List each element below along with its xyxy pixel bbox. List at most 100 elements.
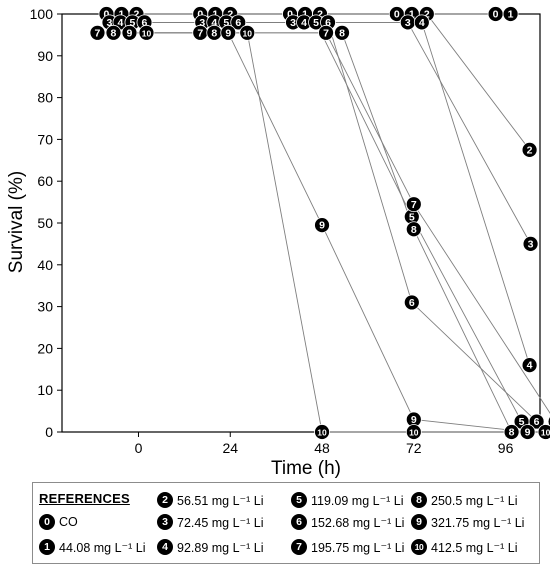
series-line-3 xyxy=(109,21,531,245)
data-point-series-8: 8 xyxy=(334,24,350,41)
data-point-series-10: 10 xyxy=(138,24,155,41)
data-point-series-3: 3 xyxy=(522,235,539,252)
data-point-label: 2 xyxy=(424,9,430,21)
data-point-marker xyxy=(403,294,420,311)
data-point-marker xyxy=(105,24,122,41)
x-tick-label: 96 xyxy=(498,440,514,456)
legend-item-2: 2 56.51 mg L⁻¹ Li xyxy=(157,491,264,509)
data-point-label: 5 xyxy=(313,17,319,29)
data-point-label: 9 xyxy=(525,427,531,439)
data-point-series-9: 9 xyxy=(405,411,422,428)
data-point-marker xyxy=(220,24,237,41)
legend-marker: 7 xyxy=(291,539,307,555)
legend-marker: 4 xyxy=(157,539,173,555)
data-point-label: 3 xyxy=(405,17,411,29)
legend-label: 44.08 mg L⁻¹ Li xyxy=(59,540,146,555)
data-point-series-9: 9 xyxy=(220,24,237,41)
data-point-label: 2 xyxy=(134,9,140,21)
data-point-series-8: 8 xyxy=(206,24,223,41)
data-point-label: 4 xyxy=(118,17,124,29)
data-point-marker xyxy=(537,424,550,440)
data-point-label: 10 xyxy=(243,28,253,38)
data-point-label: 1 xyxy=(508,9,514,21)
data-point-label: 6 xyxy=(235,17,241,29)
data-point-label: 4 xyxy=(211,17,217,29)
series-line-10 xyxy=(146,32,546,433)
data-point-marker xyxy=(502,6,519,22)
data-point-marker xyxy=(405,196,422,213)
data-point-series-3: 3 xyxy=(399,14,416,31)
data-point-label: 8 xyxy=(509,427,515,439)
data-point-series-8: 8 xyxy=(503,424,520,440)
data-point-label: 10 xyxy=(409,428,419,438)
data-point-series-9: 9 xyxy=(519,424,536,440)
data-point-label: 8 xyxy=(211,27,217,39)
data-point-label: 3 xyxy=(199,17,205,29)
data-point-label: 10 xyxy=(317,428,327,438)
legend-label: 56.51 mg L⁻¹ Li xyxy=(177,493,264,508)
data-point-label: 6 xyxy=(142,17,148,29)
data-point-label: 10 xyxy=(541,428,550,438)
y-tick-label: 0 xyxy=(45,424,53,440)
data-point-marker xyxy=(89,24,106,41)
data-point-series-10: 10 xyxy=(314,424,330,440)
legend-label: 195.75 mg L⁻¹ Li xyxy=(311,540,405,555)
data-point-label: 5 xyxy=(223,17,229,29)
data-point-marker xyxy=(413,14,430,31)
data-point-series-6: 6 xyxy=(403,294,420,311)
y-tick-label: 60 xyxy=(37,173,53,189)
legend-item-7: 7 195.75 mg L⁻¹ Li xyxy=(291,538,404,556)
data-point-label: 6 xyxy=(409,297,415,309)
data-point-label: 2 xyxy=(317,9,323,21)
data-point-label: 6 xyxy=(325,17,331,29)
data-point-label: 7 xyxy=(323,27,329,39)
data-point-marker xyxy=(239,24,256,41)
data-point-label: 9 xyxy=(411,414,417,426)
data-point-series-10: 10 xyxy=(537,424,550,440)
data-point-label: 10 xyxy=(142,28,152,38)
data-point-series-8: 8 xyxy=(105,24,122,41)
data-point-label: 0 xyxy=(493,9,499,21)
legend-item-4: 4 92.89 mg L⁻¹ Li xyxy=(157,538,264,556)
legend-item-10: 10 412.5 mg L⁻¹ Li xyxy=(411,538,518,556)
data-point-label: 0 xyxy=(287,9,293,21)
data-point-series-6: 6 xyxy=(230,14,247,31)
data-point-marker xyxy=(230,14,247,31)
data-point-series-4: 4 xyxy=(413,14,430,31)
y-tick-label: 80 xyxy=(37,90,53,106)
data-point-marker xyxy=(528,413,545,430)
data-point-series-2: 2 xyxy=(521,141,538,158)
data-point-label: 9 xyxy=(225,27,231,39)
y-tick-label: 70 xyxy=(37,131,53,147)
legend-label: 152.68 mg L⁻¹ Li xyxy=(311,515,405,530)
data-point-marker xyxy=(138,24,155,41)
legend-title: REFERENCES xyxy=(39,491,130,506)
data-point-label: 0 xyxy=(104,9,110,21)
data-point-label: 5 xyxy=(409,211,415,223)
data-point-marker xyxy=(522,235,539,252)
x-tick-label: 24 xyxy=(222,440,238,456)
data-point-label: 5 xyxy=(130,17,136,29)
y-tick-label: 90 xyxy=(37,48,53,64)
legend-marker: 2 xyxy=(157,492,173,508)
y-axis-title: Survival (%) xyxy=(6,171,27,273)
data-point-label: 5 xyxy=(519,416,525,428)
data-point-marker xyxy=(318,24,334,41)
data-point-label: 3 xyxy=(528,239,534,251)
data-point-marker xyxy=(521,141,538,158)
y-tick-label: 10 xyxy=(37,382,53,398)
legend-label: CO xyxy=(59,515,78,529)
legend-item-3: 3 72.45 mg L⁻¹ Li xyxy=(157,513,264,531)
data-point-series-7: 7 xyxy=(192,24,209,41)
data-point-marker xyxy=(519,424,536,440)
data-point-marker xyxy=(334,24,350,41)
legend-marker: 10 xyxy=(411,539,427,555)
series-line-4 xyxy=(120,21,531,366)
y-tick-label: 30 xyxy=(37,299,53,315)
data-point-marker xyxy=(405,424,422,440)
series-markers: 0000011111222223333344444555556666677777… xyxy=(89,6,550,440)
data-point-label: 7 xyxy=(197,27,203,39)
data-point-label: 2 xyxy=(527,144,533,156)
data-point-label: 4 xyxy=(301,17,307,29)
